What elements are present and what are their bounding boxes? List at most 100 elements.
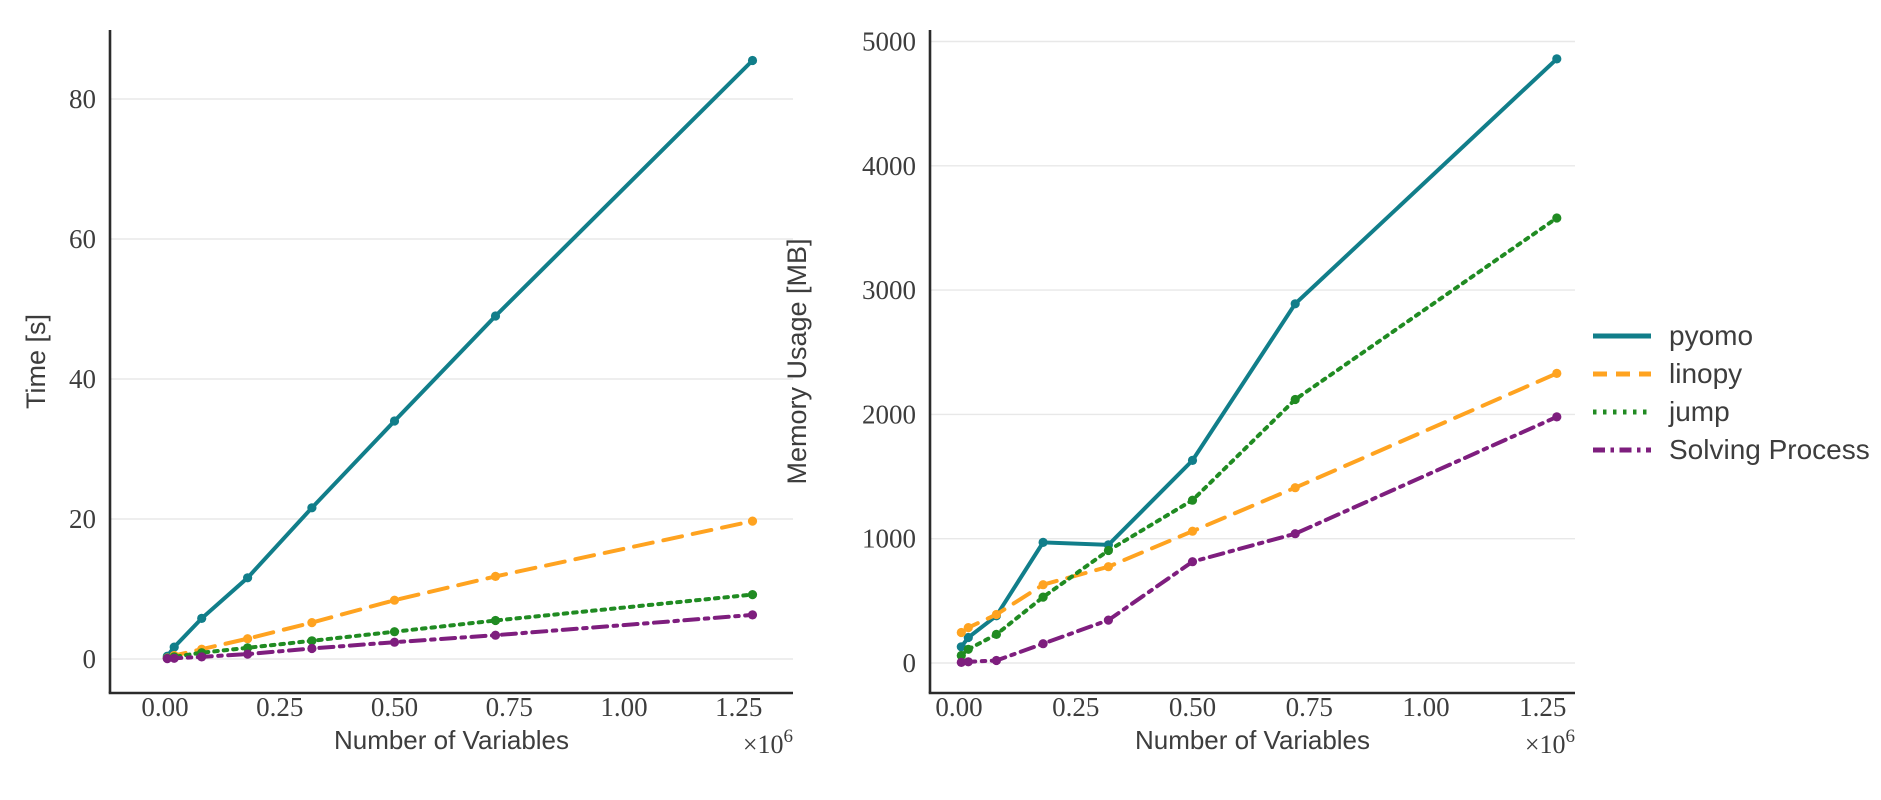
memory-chart-series-solving-process-marker	[1103, 615, 1113, 625]
memory-chart-series-linopy-marker	[956, 627, 966, 638]
memory-chart-series-solving-process-marker	[1290, 529, 1300, 539]
legend: pyomo linopy jump Solving Process	[1593, 319, 1870, 465]
memory-chart-series-solving-process-line	[959, 414, 1559, 665]
memory-chart-series-solving-process-marker	[1038, 639, 1048, 649]
time-chart-series-pyomo-marker	[243, 573, 253, 583]
memory-chart-x-tick-label: 0.75	[1286, 692, 1333, 722]
time-chart-y-tick-label: 80	[69, 84, 96, 114]
time-chart-y-tick-label: 20	[69, 504, 96, 534]
time-chart-series-jump-line	[165, 592, 755, 661]
memory-chart-series-solving-process-marker	[956, 657, 966, 668]
memory-chart-series-jump-marker	[1290, 394, 1300, 405]
time-chart-series-jump-marker	[307, 636, 317, 646]
memory-chart-series-jump-marker	[963, 644, 973, 654]
legend-label-pyomo: pyomo	[1669, 319, 1754, 351]
time-chart-series-solving-process-marker	[243, 649, 253, 659]
time-chart-series-jump-marker	[389, 627, 400, 637]
time-chart-series-pyomo-marker	[169, 642, 179, 652]
memory-chart-series-jump-marker	[991, 629, 1002, 640]
time-chart-series-solving-process-marker	[490, 630, 501, 640]
time-chart-series-pyomo-line	[165, 58, 755, 659]
time-chart-series-jump-marker	[747, 590, 758, 600]
memory-chart-series-pyomo-line	[959, 56, 1559, 649]
memory-chart-x-axis-label: Number of Variables	[1135, 725, 1370, 755]
memory-chart-series-solving-process-marker	[1187, 557, 1198, 567]
time-chart-y-tick-label: 40	[69, 364, 96, 394]
pyomo-line-swatch-icon	[1593, 333, 1651, 338]
memory-chart-series-linopy-marker	[1038, 580, 1048, 590]
time-chart-series-solving-process-marker	[307, 643, 317, 654]
memory-chart-y-tick-label: 2000	[862, 399, 916, 429]
memory-chart-series-solving-process-marker	[963, 657, 973, 667]
memory-chart-series-linopy-line	[959, 371, 1559, 635]
time-chart-y-tick-label: 0	[83, 644, 97, 674]
time-chart-series-pyomo-marker	[747, 55, 758, 66]
time-chart-y-tick-label: 60	[69, 224, 96, 254]
legend-item-linopy: linopy	[1593, 357, 1870, 389]
memory-chart-series-linopy-marker	[1103, 562, 1113, 572]
time-chart-series-linopy-marker	[243, 634, 253, 644]
memory-chart-series-pyomo-marker	[963, 632, 973, 643]
time-chart-x-axis-offset-label: ×106	[743, 726, 793, 759]
memory-chart-series-solving-process-marker	[1552, 412, 1562, 422]
memory-chart-series-linopy-marker	[1290, 483, 1300, 493]
time-chart-x-tick-label: 1.00	[600, 692, 647, 722]
memory-chart-y-tick-label: 0	[903, 648, 917, 678]
memory-chart-x-axis-offset-label: ×106	[1525, 726, 1575, 759]
legend-item-jump: jump	[1593, 395, 1870, 427]
time-chart-x-tick-label: 0.50	[371, 692, 418, 722]
legend-label-linopy: linopy	[1669, 357, 1743, 389]
memory-chart-series-linopy-marker	[991, 609, 1002, 620]
time-chart-series-jump-marker	[243, 643, 253, 653]
time-chart-x-tick-label: 1.25	[715, 692, 762, 722]
memory-chart-series-linopy-marker	[1187, 526, 1198, 536]
memory-chart-series-jump-line	[959, 216, 1559, 658]
solving-process-line-swatch-icon	[1593, 447, 1651, 452]
time-chart-series-pyomo-marker	[197, 613, 207, 624]
time-chart-series-solving-process-marker	[197, 652, 207, 662]
memory-chart-y-axis-label: Memory Usage [MB]	[782, 238, 812, 484]
memory-chart-x-tick-label: 0.50	[1169, 692, 1216, 722]
memory-chart-x-tick-label: 0.00	[935, 692, 982, 722]
memory-chart-series-jump-marker	[1187, 495, 1198, 505]
memory-chart-series-jump-marker	[1038, 592, 1048, 602]
memory-chart-series-jump-marker	[1103, 545, 1113, 556]
memory-chart-y-tick-label: 1000	[862, 524, 916, 554]
legend-item-pyomo: pyomo	[1593, 319, 1870, 351]
memory-chart-series-pyomo-marker	[1038, 537, 1048, 548]
memory-chart-series-pyomo-marker	[956, 642, 966, 652]
legend-label-jump: jump	[1669, 395, 1730, 427]
time-chart-series-pyomo-marker	[307, 503, 317, 513]
memory-chart-series-jump-marker	[956, 650, 966, 661]
memory-chart-x-tick-label: 1.25	[1519, 692, 1566, 722]
legend-item-solving-process: Solving Process	[1593, 433, 1870, 465]
memory-chart-series-pyomo-marker	[1187, 455, 1198, 465]
memory-chart-series-pyomo-marker	[1552, 54, 1562, 64]
memory-chart-series-linopy-marker	[963, 623, 973, 633]
time-chart-series-solving-process-marker	[389, 637, 400, 647]
jump-line-swatch-icon	[1593, 409, 1651, 414]
legend-label-solving-process: Solving Process	[1669, 433, 1870, 465]
time-chart-series-linopy-marker	[307, 618, 317, 628]
memory-chart-x-tick-label: 0.25	[1052, 692, 1099, 722]
time-chart-x-axis-label: Number of Variables	[334, 725, 569, 755]
time-chart-x-tick-label: 0.75	[486, 692, 533, 722]
memory-chart-x-tick-label: 1.00	[1402, 692, 1449, 722]
time-chart-series-pyomo-marker	[490, 311, 501, 321]
memory-chart-series-pyomo-marker	[1290, 299, 1300, 309]
time-chart-y-axis-label: Time [s]	[21, 314, 51, 409]
memory-chart-y-tick-label: 3000	[862, 275, 916, 305]
time-chart-series-solving-process-marker	[162, 654, 172, 664]
memory-chart-series-linopy-marker	[1552, 368, 1562, 378]
time-chart-series-pyomo-marker	[389, 416, 400, 426]
time-chart-series-solving-process-marker	[747, 610, 758, 620]
time-chart-series-solving-process-marker	[169, 653, 179, 663]
time-chart-series-jump-marker	[490, 615, 501, 626]
memory-chart-series-solving-process-marker	[991, 655, 1002, 666]
memory-chart-y-tick-label: 4000	[862, 151, 916, 181]
linopy-line-swatch-icon	[1593, 371, 1651, 376]
time-chart-x-tick-label: 0.25	[256, 692, 303, 722]
time-chart-series-linopy-marker	[747, 516, 758, 526]
